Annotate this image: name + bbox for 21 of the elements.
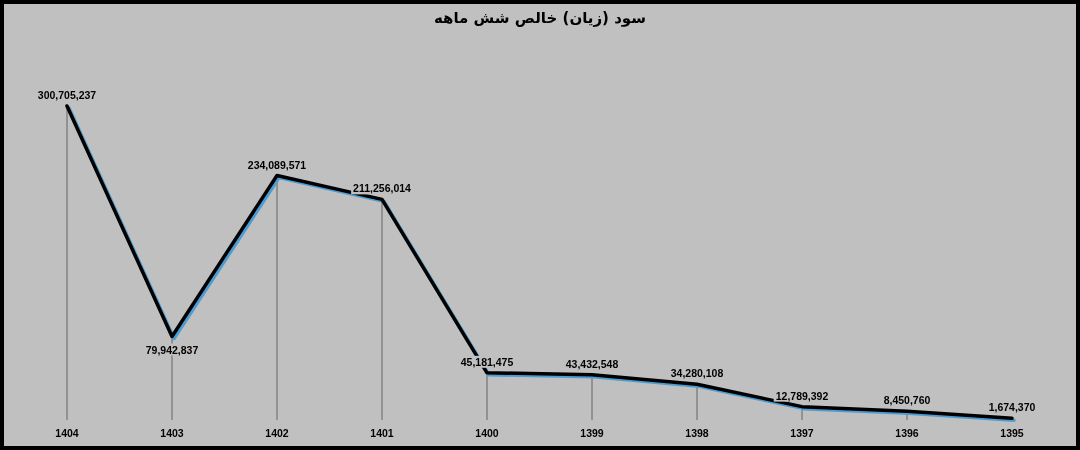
x-tick-label: 1395 [1000, 427, 1024, 439]
x-tick-label: 1401 [370, 427, 394, 439]
x-tick-label: 1399 [580, 427, 604, 439]
data-label: 12,789,392 [775, 389, 829, 402]
data-label: 234,089,571 [247, 158, 307, 171]
x-tick-label: 1396 [895, 427, 919, 439]
title: سود (زیان) خالص شش ماهه [433, 9, 647, 27]
x-tick-label: 1404 [55, 427, 79, 439]
data-label: 43,432,548 [565, 357, 619, 370]
data-label: 79,942,837 [145, 343, 199, 356]
data-label: 300,705,237 [37, 88, 97, 101]
x-tick-label: 1403 [160, 427, 184, 439]
data-label: 8,450,760 [883, 394, 931, 407]
x-tick-label: 1400 [475, 427, 499, 439]
x-tick-label: 1398 [685, 427, 709, 439]
data-label: 34,280,108 [670, 367, 724, 380]
x-tick-label: 1397 [790, 427, 814, 439]
data-label: 211,256,014 [353, 182, 411, 195]
x-tick-label: 1402 [265, 427, 289, 439]
data-label: 1,674,370 [988, 401, 1036, 414]
data-label: 45,181,475 [460, 355, 514, 368]
